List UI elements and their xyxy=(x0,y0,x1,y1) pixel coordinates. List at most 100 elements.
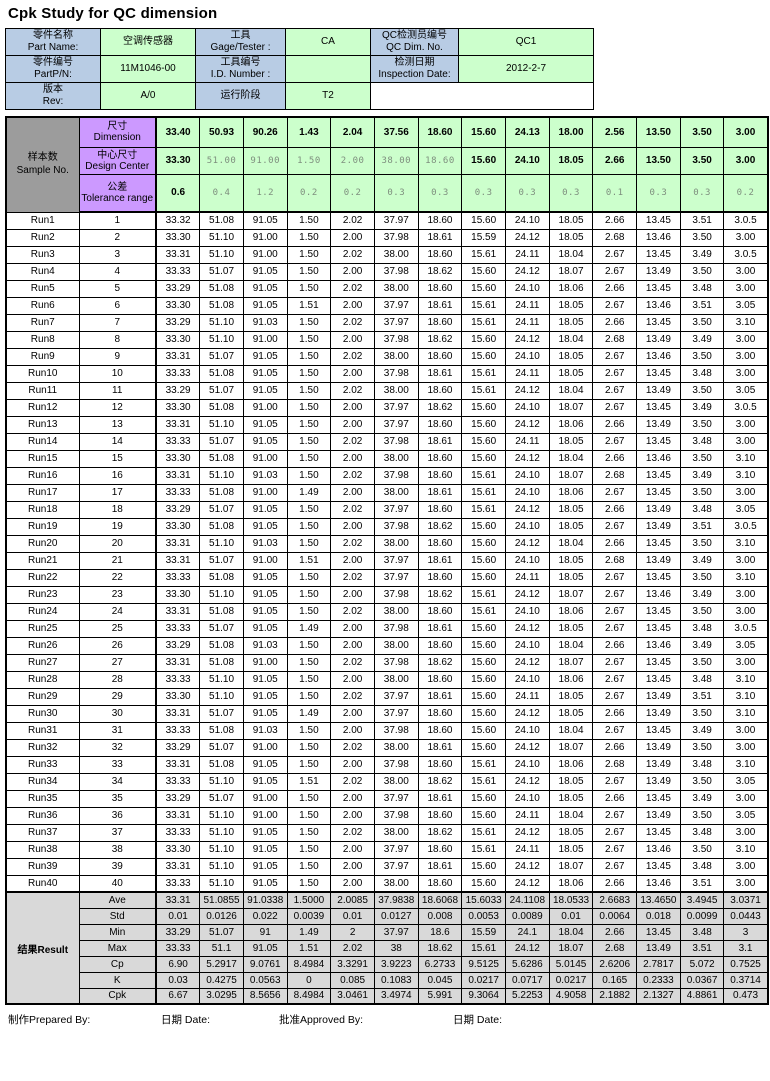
run-row: Run30 30 33.31 51.07 91.05 1.49 2.00 37.97 18.60… xyxy=(5,704,769,723)
measurement-cell: 2.67 xyxy=(592,517,638,536)
measurement-cell: 24.12 xyxy=(505,653,550,672)
result-value-cell: 18.07 xyxy=(548,939,594,957)
measurement-cell: 3.50 xyxy=(679,602,725,621)
result-value-cell: 33.33 xyxy=(155,939,201,957)
measurement-cell: 15.60 xyxy=(461,415,506,434)
measurement-cell: 2.66 xyxy=(592,704,638,723)
run-row: Run24 24 33.31 51.08 91.05 1.50 2.02 38.00 18.60… xyxy=(5,602,769,621)
sample-number: 28 xyxy=(78,670,157,689)
measurement-cell: 18.61 xyxy=(417,364,463,383)
result-value-cell: 91.0338 xyxy=(242,891,288,909)
measurement-cell: 18.06 xyxy=(548,415,594,434)
sample-number: 22 xyxy=(78,568,157,587)
spec-value-cell: 24.10 xyxy=(505,146,550,175)
measurement-cell: 51.07 xyxy=(199,551,244,570)
measurement-cell: 33.30 xyxy=(155,840,201,859)
measurement-cell: 91.05 xyxy=(242,517,288,536)
result-value-cell: 2.68 xyxy=(592,939,638,957)
sample-number: 25 xyxy=(78,619,157,638)
measurement-cell: 33.30 xyxy=(155,228,201,247)
measurement-cell: 33.31 xyxy=(155,755,201,774)
run-label: Run26 xyxy=(5,636,80,655)
measurement-cell: 37.98 xyxy=(373,364,419,383)
approved-by-label: 批准Approved By: xyxy=(279,1014,364,1026)
measurement-cell: 38.00 xyxy=(373,823,419,842)
measurement-cell: 51.07 xyxy=(199,432,244,451)
measurement-cell: 37.97 xyxy=(373,415,419,434)
spec-value-cell: 13.50 xyxy=(636,146,681,175)
sample-number: 12 xyxy=(78,398,157,417)
measurement-cell: 37.98 xyxy=(373,653,419,672)
measurement-cell: 2.00 xyxy=(330,670,375,689)
measurement-cell: 1.50 xyxy=(286,347,332,366)
measurement-cell: 24.10 xyxy=(505,636,550,655)
result-value-cell: 3.0371 xyxy=(723,891,769,909)
result-value-cell: 0.0089 xyxy=(505,907,550,925)
measurement-cell: 13.49 xyxy=(636,517,681,536)
run-label: Run12 xyxy=(5,398,80,417)
run-stage-label: 运行阶段 xyxy=(195,82,286,110)
result-row: 结果Result Ave 33.31 51.0855 91.0338 1.5000 2.00… xyxy=(5,891,769,1005)
measurement-cell: 33.33 xyxy=(155,568,201,587)
measurement-cell: 18.61 xyxy=(417,619,463,638)
run-row: Run34 34 33.33 51.10 91.05 1.51 2.02 38.00 18.62… xyxy=(5,772,769,791)
measurement-cell: 18.07 xyxy=(548,585,594,604)
measurement-cell: 18.60 xyxy=(417,245,463,264)
measurement-cell: 2.67 xyxy=(592,347,638,366)
measurement-cell: 18.06 xyxy=(548,483,594,502)
measurement-cell: 1.50 xyxy=(286,755,332,774)
sample-number: 2 xyxy=(78,228,157,247)
measurement-cell: 37.97 xyxy=(373,789,419,808)
measurement-cell: 24.10 xyxy=(505,347,550,366)
measurement-cell: 2.66 xyxy=(592,738,638,757)
measurement-cell: 13.46 xyxy=(636,585,681,604)
measurement-cell: 3.10 xyxy=(723,704,769,723)
measurement-cell: 24.12 xyxy=(505,619,550,638)
measurement-cell: 18.05 xyxy=(548,568,594,587)
run-row: Run11 11 33.29 51.07 91.05 1.50 2.02 38.00 18.60… xyxy=(5,381,769,400)
measurement-cell: 15.60 xyxy=(461,398,506,417)
measurement-cell: 3.48 xyxy=(679,279,725,298)
measurement-cell: 37.97 xyxy=(373,500,419,519)
measurement-cell: 51.07 xyxy=(199,347,244,366)
measurement-cell: 91.05 xyxy=(242,755,288,774)
run-label: Run40 xyxy=(5,874,80,893)
measurement-cell: 3.10 xyxy=(723,840,769,859)
measurement-cell: 13.45 xyxy=(636,857,681,876)
spec-value-cell: 18.00 xyxy=(548,116,594,148)
measurement-cell: 33.33 xyxy=(155,874,201,893)
measurement-cell: 91.05 xyxy=(242,823,288,842)
info-row-1: 零件名称 Part Name: 空调传感器 工具 Gage/Tester : CA … xyxy=(5,28,594,56)
measurement-cell: 13.49 xyxy=(636,704,681,723)
measurement-cell: 18.62 xyxy=(417,398,463,417)
measurement-cell: 51.08 xyxy=(199,721,244,740)
spec-value-cell: 2.56 xyxy=(592,116,638,148)
measurement-cell: 3.48 xyxy=(679,857,725,876)
measurement-cell: 91.05 xyxy=(242,840,288,859)
measurement-cell: 3.51 xyxy=(679,517,725,536)
spec-value-cell: 15.60 xyxy=(461,116,506,148)
measurement-cell: 2.02 xyxy=(330,687,375,706)
result-value-cell: 13.4650 xyxy=(636,891,681,909)
measurement-cell: 33.31 xyxy=(155,653,201,672)
measurement-cell: 91.05 xyxy=(242,687,288,706)
result-value-cell: 0 xyxy=(286,971,332,989)
measurement-cell: 24.10 xyxy=(505,466,550,485)
measurement-cell: 3.50 xyxy=(679,738,725,757)
measurement-cell: 2.00 xyxy=(330,619,375,638)
measurement-cell: 2.67 xyxy=(592,687,638,706)
result-value-cell: 0.0039 xyxy=(286,907,332,925)
measurement-cell: 1.50 xyxy=(286,330,332,349)
measurement-cell: 15.61 xyxy=(461,381,506,400)
sample-number: 4 xyxy=(78,262,157,281)
run-label: Run11 xyxy=(5,381,80,400)
measurement-cell: 38.00 xyxy=(373,534,419,553)
measurement-cell: 18.04 xyxy=(548,245,594,264)
measurement-cell: 2.00 xyxy=(330,721,375,740)
result-value-cell: 15.6033 xyxy=(461,891,506,909)
measurement-cell: 3.50 xyxy=(679,483,725,502)
run-row: Run8 8 33.30 51.10 91.00 1.50 2.00 37.98 18.62 15… xyxy=(5,330,769,349)
measurement-cell: 3.00 xyxy=(723,279,769,298)
run-row: Run32 32 33.29 51.07 91.00 1.50 2.02 38.00 18.61… xyxy=(5,738,769,757)
measurement-cell: 51.10 xyxy=(199,415,244,434)
